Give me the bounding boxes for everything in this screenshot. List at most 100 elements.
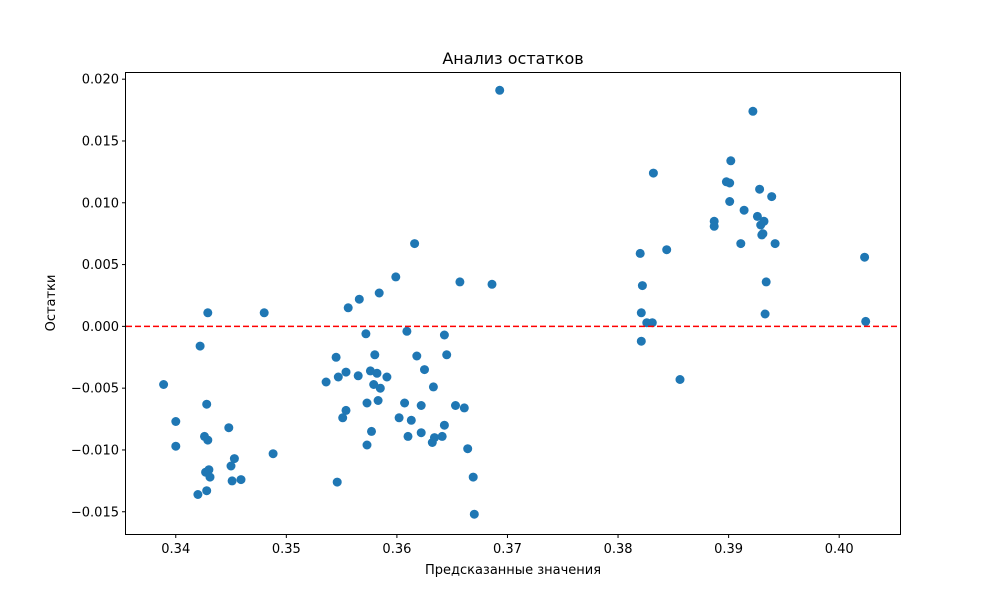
x-tick-label-0: 0.34 (161, 542, 190, 557)
data-point-62 (459, 403, 469, 413)
data-point-13 (224, 423, 234, 433)
x-tick-label-5: 0.39 (714, 542, 743, 557)
data-point-93 (761, 277, 771, 287)
x-tick-label-3: 0.37 (493, 542, 522, 557)
x-axis-ticks: 0.34 0.35 0.36 0.37 0.38 0.39 0.40 (161, 534, 854, 557)
y-tick-label-5: 0.010 (82, 196, 119, 211)
plot-frame (125, 72, 901, 535)
data-point-17 (236, 475, 246, 485)
data-point-85 (748, 106, 758, 116)
data-point-75 (662, 245, 672, 255)
data-point-45 (402, 326, 412, 336)
y-axis-title: Остатки (44, 275, 59, 332)
data-point-66 (487, 279, 497, 289)
y-tick-label-7: 0.020 (82, 73, 119, 88)
y-axis-ticks: −0.015 −0.010 −0.005 0.000 0.005 0.010 0.015 0.… (71, 73, 126, 520)
data-point-19 (268, 449, 278, 459)
data-point-87 (755, 184, 765, 194)
data-point-91 (759, 216, 769, 226)
data-point-76 (675, 375, 685, 384)
data-point-37 (372, 368, 382, 378)
data-point-74 (648, 168, 658, 178)
data-point-50 (416, 401, 426, 410)
data-point-11 (204, 465, 214, 475)
data-point-64 (468, 472, 478, 482)
data-point-10 (203, 435, 213, 445)
data-point-82 (726, 156, 736, 166)
y-tick-label-1: −0.010 (71, 443, 119, 458)
data-point-63 (463, 444, 473, 454)
data-point-92 (760, 309, 770, 319)
data-point-73 (647, 318, 657, 328)
x-tick-label-4: 0.38 (604, 542, 633, 557)
data-point-40 (375, 383, 385, 393)
data-point-16 (229, 454, 239, 464)
data-point-80 (725, 178, 735, 188)
data-point-26 (341, 405, 351, 415)
data-point-30 (361, 329, 371, 339)
data-point-25 (341, 367, 351, 377)
data-point-18 (259, 308, 269, 318)
data-point-90 (758, 229, 768, 239)
data-point-39 (374, 288, 384, 298)
data-point-29 (354, 294, 364, 304)
data-point-15 (227, 476, 237, 486)
data-point-49 (412, 351, 422, 361)
x-axis-title: Предсказанные значения (425, 563, 601, 578)
x-tick-label-6: 0.40 (825, 542, 854, 557)
data-point-96 (860, 252, 870, 262)
data-point-7 (202, 399, 212, 409)
data-point-56 (437, 431, 447, 441)
data-point-86 (752, 211, 762, 221)
data-point-48 (410, 239, 420, 249)
data-point-95 (770, 239, 780, 249)
x-tick-label-1: 0.35 (272, 542, 301, 557)
data-point-83 (736, 239, 746, 249)
data-point-31 (362, 398, 372, 408)
data-point-71 (637, 281, 647, 291)
y-tick-label-2: −0.005 (71, 382, 119, 397)
data-point-43 (394, 413, 404, 423)
data-point-38 (373, 396, 383, 405)
data-point-70 (636, 308, 646, 318)
chart-title: Анализ остатков (442, 49, 583, 68)
data-point-8 (202, 486, 212, 496)
data-point-27 (343, 303, 353, 313)
data-point-3 (193, 490, 203, 499)
data-point-59 (442, 350, 452, 360)
data-point-14 (226, 461, 236, 471)
data-point-0 (159, 380, 169, 389)
data-point-69 (636, 336, 646, 346)
y-tick-label-4: 0.005 (82, 258, 119, 273)
data-point-1 (171, 417, 181, 426)
data-point-35 (369, 380, 379, 389)
data-point-47 (406, 415, 416, 425)
data-point-65 (469, 509, 479, 519)
data-point-9 (203, 308, 213, 318)
data-point-61 (455, 277, 465, 287)
data-point-34 (367, 426, 376, 436)
data-point-46 (403, 431, 413, 441)
data-point-24 (338, 413, 348, 423)
data-point-67 (495, 85, 505, 95)
data-point-20 (321, 377, 331, 387)
data-point-32 (362, 440, 372, 450)
y-tick-label-6: 0.015 (82, 134, 119, 149)
data-point-57 (439, 330, 449, 340)
data-point-81 (725, 197, 735, 206)
data-point-52 (420, 365, 429, 375)
data-point-54 (428, 382, 438, 392)
data-point-41 (382, 372, 392, 382)
x-tick-label-2: 0.36 (382, 542, 411, 557)
data-point-51 (416, 428, 426, 438)
data-point-4 (195, 341, 205, 351)
y-tick-label-0: −0.015 (71, 505, 119, 520)
data-point-97 (861, 316, 871, 326)
data-point-84 (739, 205, 749, 215)
data-point-44 (400, 398, 410, 408)
data-point-36 (370, 350, 380, 360)
data-point-23 (333, 372, 343, 382)
data-point-58 (439, 420, 449, 430)
